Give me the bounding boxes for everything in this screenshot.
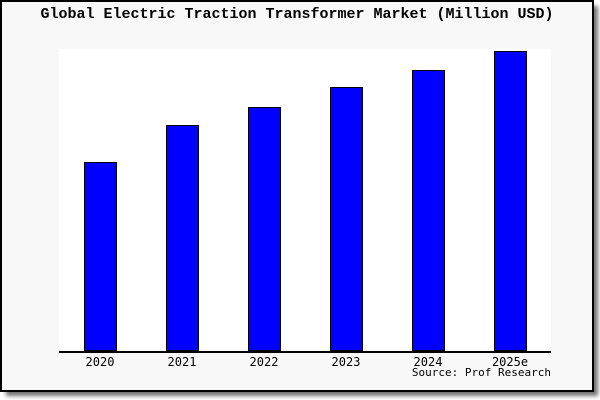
chart-title: Global Electric Traction Transformer Mar… xyxy=(40,6,554,23)
bar-2024 xyxy=(411,70,445,351)
bar-slot-2022 xyxy=(223,49,305,351)
bar-slot-2024 xyxy=(387,49,469,351)
bar-2020 xyxy=(83,162,117,351)
x-tick-label-2025e: 2025e xyxy=(491,355,529,369)
x-axis-line xyxy=(59,351,551,353)
bars-row xyxy=(59,49,551,351)
source-text: Source: Prof Research xyxy=(411,366,551,379)
plot-area xyxy=(59,49,551,351)
x-tick-label-2021: 2021 xyxy=(167,355,197,369)
x-tick-label-2023: 2023 xyxy=(331,355,361,369)
chart-frame: Global Electric Traction Transformer Mar… xyxy=(0,0,594,392)
x-tick-label-2020: 2020 xyxy=(85,355,115,369)
bar-slot-2023 xyxy=(305,49,387,351)
x-tick-label-2024: 2024 xyxy=(413,355,443,369)
x-tick-label-2022: 2022 xyxy=(249,355,279,369)
bar-2022 xyxy=(247,107,281,351)
bar-slot-2021 xyxy=(141,49,223,351)
x-axis-tick-labels: 2020 2021 2022 2023 2024 2025e xyxy=(59,355,551,369)
bar-2023 xyxy=(329,87,363,351)
bar-2025e xyxy=(493,51,527,351)
bar-2021 xyxy=(165,125,199,351)
bar-slot-2020 xyxy=(59,49,141,351)
bar-slot-2025e xyxy=(469,49,551,351)
